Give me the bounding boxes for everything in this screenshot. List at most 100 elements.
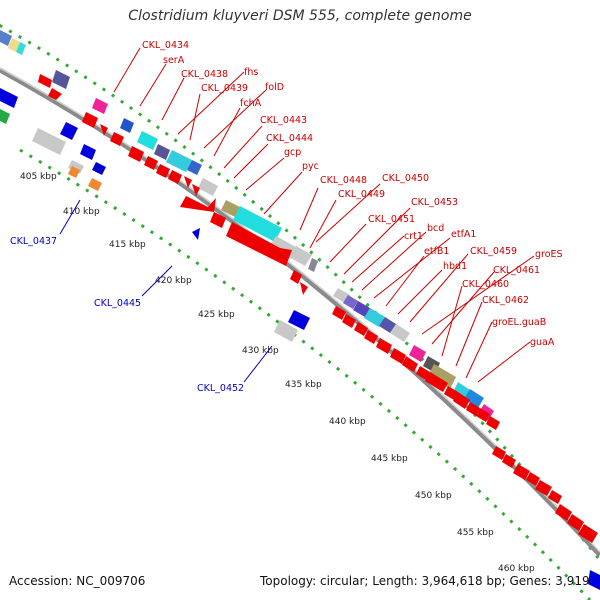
leader-line [213,107,241,157]
reverse-arrow [192,228,200,240]
gene-label-ckl-0460: CKL_0460 [462,279,509,290]
gene-label-fhs: fhs [244,67,258,78]
gene-label-ckl-0445: CKL_0445 [94,298,141,309]
gene-label-ckl-0449: CKL_0449 [338,189,385,200]
gene-label-ckl-0448: CKL_0448 [320,175,367,186]
forward-arrow [376,338,392,354]
gene-box [154,144,170,160]
leader-line [223,125,263,169]
forward-arrow [226,222,292,266]
gene-label-ckl-0434: CKL_0434 [142,40,189,51]
gene-label-ckl-0443: CKL_0443 [260,115,307,126]
forward-arrow [402,356,418,372]
gene-box [92,162,106,175]
forward-arrow [300,282,308,295]
forward-arrow [110,132,124,146]
forward-arrow [390,348,406,364]
forward-arrow [535,480,552,496]
genome-summary: Topology: circular; Length: 3,964,618 bp… [260,574,590,588]
forward-arrow [555,504,572,521]
forward-arrow [184,176,192,188]
map-title: Clostridium kluyveri DSM 555, complete g… [128,8,472,24]
forward-arrow [492,446,506,460]
gene-label-ckl-0438: CKL_0438 [181,69,228,80]
reverse-arrow [80,144,96,160]
leader-line [141,265,173,297]
gene-box [409,345,426,362]
leader-line [431,271,495,345]
forward-cog-boxes [0,30,494,421]
tick-label: 460 kbp [498,564,535,574]
gene-label-ckl-0453: CKL_0453 [411,197,458,208]
gene-label-ckl-0444: CKL_0444 [266,133,313,144]
leader-line [177,71,245,135]
leader-line [421,255,535,335]
gene-label-etfa1: etfA1 [451,229,476,240]
outer-ruler-track [0,23,600,561]
leader-line [385,255,425,307]
gene-box [187,160,202,175]
forward-arrow [332,306,346,320]
forward-arrow [82,112,98,128]
gene-label-hbd1: hbd1 [443,261,467,272]
leader-line [59,199,81,235]
leader-line [233,143,269,179]
gene-label-gcp: gcp [284,147,301,158]
leader-line [409,253,469,323]
forward-label-lines [113,47,535,383]
forward-arrow [548,490,562,504]
gene-label-guaa: guaA [530,337,555,348]
leader-line [189,93,201,141]
gene-box [198,178,218,196]
leader-line [455,301,483,367]
leader-line [477,341,531,383]
leader-line [315,183,381,243]
gene-box [8,38,20,52]
gene-label-ckl-0450: CKL_0450 [382,173,429,184]
leader-line [161,77,185,121]
gene-label-ckl-0439: CKL_0439 [201,83,248,94]
gene-box [428,364,456,389]
tick-label: 430 kbp [242,346,279,356]
gene-box [308,258,318,272]
gene-box [16,42,26,55]
gene-label-sera: serA [163,55,185,66]
forward-arrow [486,416,500,430]
forward-arrow [290,270,302,284]
forward-arrow [144,156,158,170]
tick-label: 435 kbp [285,380,322,390]
reverse-gene-boxes [0,88,600,590]
forward-arrow [466,402,480,416]
gene-label-pyc: pyc [302,161,319,172]
gene-box [92,98,108,114]
gene-label-ckl-0459: CKL_0459 [470,246,517,257]
tick-label: 445 kbp [371,454,408,464]
gene-box [52,70,70,89]
tick-label: 410 kbp [63,207,100,217]
gene-label-ckl-0437: CKL_0437 [10,236,57,247]
gene-box [120,118,134,133]
gene-label-groel-guab: groEL.guaB [492,317,546,328]
leader-line [243,345,273,383]
gene-box [68,166,80,178]
gene-box [453,382,470,400]
leader-line [245,157,285,191]
leader-line [329,223,367,263]
gene-label-fold: folD [265,82,284,93]
gene-label-groes: groES [535,249,563,260]
leader-line [299,187,319,231]
reverse-gene-labels: CKL_0437 CKL_0445 CKL_0452 [10,236,244,394]
gene-box [353,301,370,317]
leader-line [441,285,463,357]
forward-arrow [48,88,62,100]
gene-box [68,160,84,174]
forward-arrow [210,212,226,228]
forward-arrow [180,196,216,212]
gene-box [137,131,158,150]
forward-arrow [416,366,430,380]
forward-arrow [567,514,584,531]
leader-line [343,207,411,275]
forward-arrow [100,124,108,136]
gene-box [289,246,312,266]
reverse-arrow [0,88,18,108]
